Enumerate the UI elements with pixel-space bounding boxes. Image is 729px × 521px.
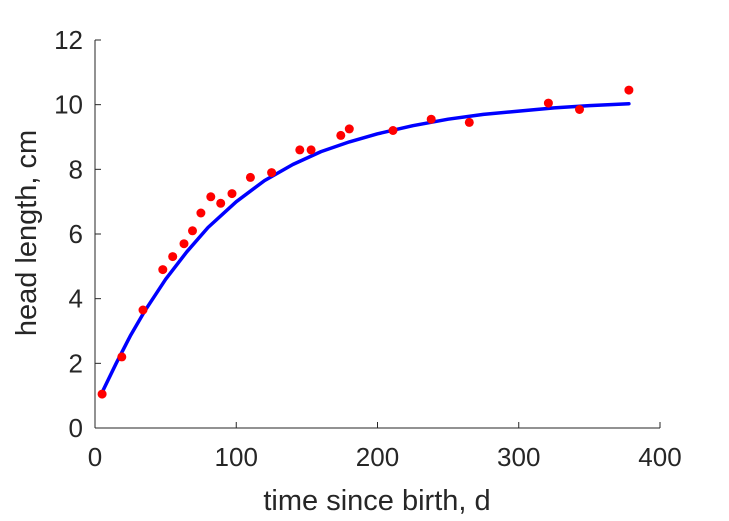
data-point	[624, 85, 634, 95]
data-point	[97, 389, 107, 399]
data-point	[196, 208, 206, 218]
fit-curve	[100, 101, 631, 395]
data-point	[344, 124, 354, 134]
axes: 0 100 200 300 400 0 2 4 6 8 10 12	[54, 25, 682, 472]
data-point	[464, 117, 474, 127]
y-tick-label: 10	[54, 90, 83, 120]
data-point	[188, 226, 197, 236]
y-axis-label: head length, cm	[11, 130, 43, 336]
y-tick-label: 4	[69, 284, 83, 314]
data-point	[158, 265, 168, 275]
data-point	[336, 130, 346, 140]
data-point	[426, 114, 436, 124]
data-point	[216, 198, 226, 208]
data-point	[388, 126, 398, 135]
data-point	[168, 252, 178, 262]
data-point	[227, 189, 237, 199]
x-tick-label: 100	[215, 442, 258, 472]
y-tick-label: 12	[54, 25, 83, 55]
data-point	[575, 105, 584, 114]
data-point	[306, 145, 316, 155]
x-tick-label: 200	[356, 442, 399, 472]
x-tick-label: 0	[88, 442, 102, 472]
y-tick-label: 8	[69, 154, 83, 184]
y-tick-label: 0	[69, 413, 83, 443]
data-point	[179, 239, 189, 249]
data-point	[138, 305, 148, 315]
data-point	[117, 352, 127, 362]
plot-area	[97, 85, 634, 399]
x-tick-label: 400	[638, 442, 681, 472]
x-tick-label: 300	[497, 442, 540, 472]
data-point	[543, 98, 553, 108]
data-point	[267, 168, 277, 178]
x-axis-label: time since birth, d	[263, 485, 490, 517]
data-point	[206, 192, 216, 202]
y-tick-label: 2	[69, 348, 83, 378]
data-point	[245, 172, 255, 182]
data-point	[295, 145, 305, 155]
y-tick-label: 6	[69, 219, 83, 249]
